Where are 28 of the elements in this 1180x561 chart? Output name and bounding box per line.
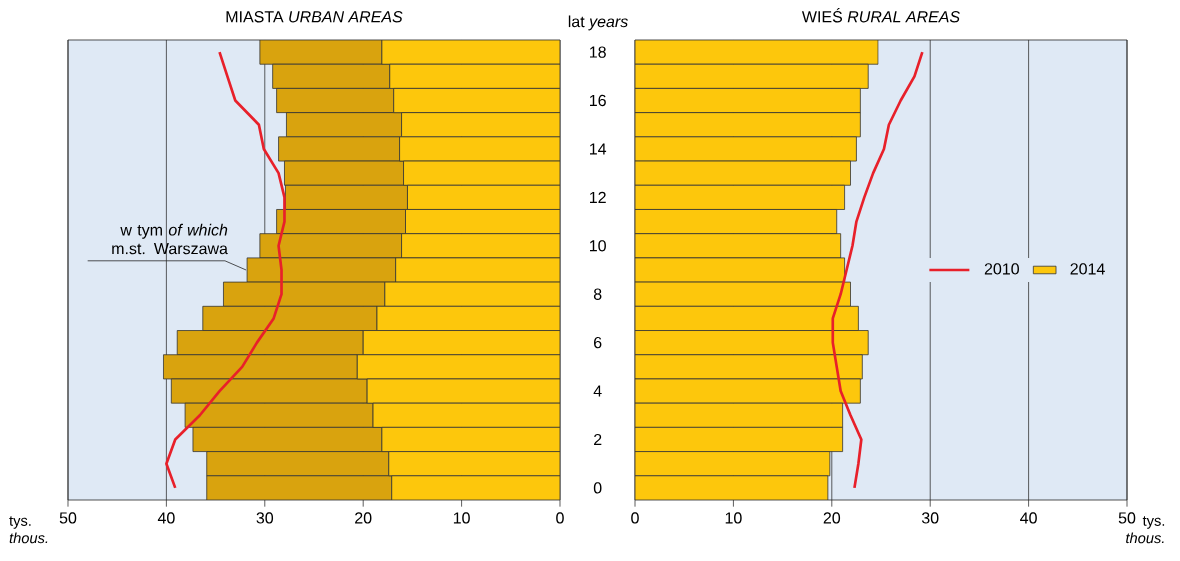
x-tick-label: 0 <box>631 512 639 524</box>
x-tick-label: 30 <box>921 512 939 524</box>
x-tick-label: 30 <box>256 512 274 524</box>
x-tick-label: 50 <box>59 512 77 524</box>
legend-label: 2014 <box>1070 263 1105 275</box>
x-tick-label: 40 <box>157 512 175 524</box>
x-tick-label: 10 <box>453 512 470 524</box>
y-axis-title: lat years <box>568 15 628 31</box>
x-tick-label: 10 <box>725 512 742 524</box>
y-tick-label: 16 <box>590 94 606 107</box>
x-tick-label: 20 <box>823 512 841 524</box>
y-tick-label: 6 <box>594 336 602 349</box>
y-tick-label: 14 <box>590 143 607 155</box>
x-tick-label: 50 <box>1118 512 1136 524</box>
x-axis-title: tys. thous. <box>9 516 48 544</box>
chart-title: MIASTA URBAN AREAS <box>226 11 403 23</box>
y-tick-label: 4 <box>593 385 602 397</box>
chart-title: WIEŚ RURAL AREAS <box>801 7 960 23</box>
x-tick-label: 40 <box>1020 512 1037 524</box>
y-tick-label: 0 <box>593 482 602 494</box>
legend-label: 2010 <box>984 263 1019 275</box>
x-tick-label: 0 <box>556 512 564 524</box>
y-tick-label: 18 <box>590 46 606 58</box>
y-tick-label: 8 <box>593 288 602 300</box>
x-tick-label: 20 <box>355 512 372 524</box>
y-tick-label: 12 <box>590 191 606 203</box>
y-tick-label: 2 <box>594 433 602 446</box>
y-tick-label: 10 <box>590 240 606 252</box>
